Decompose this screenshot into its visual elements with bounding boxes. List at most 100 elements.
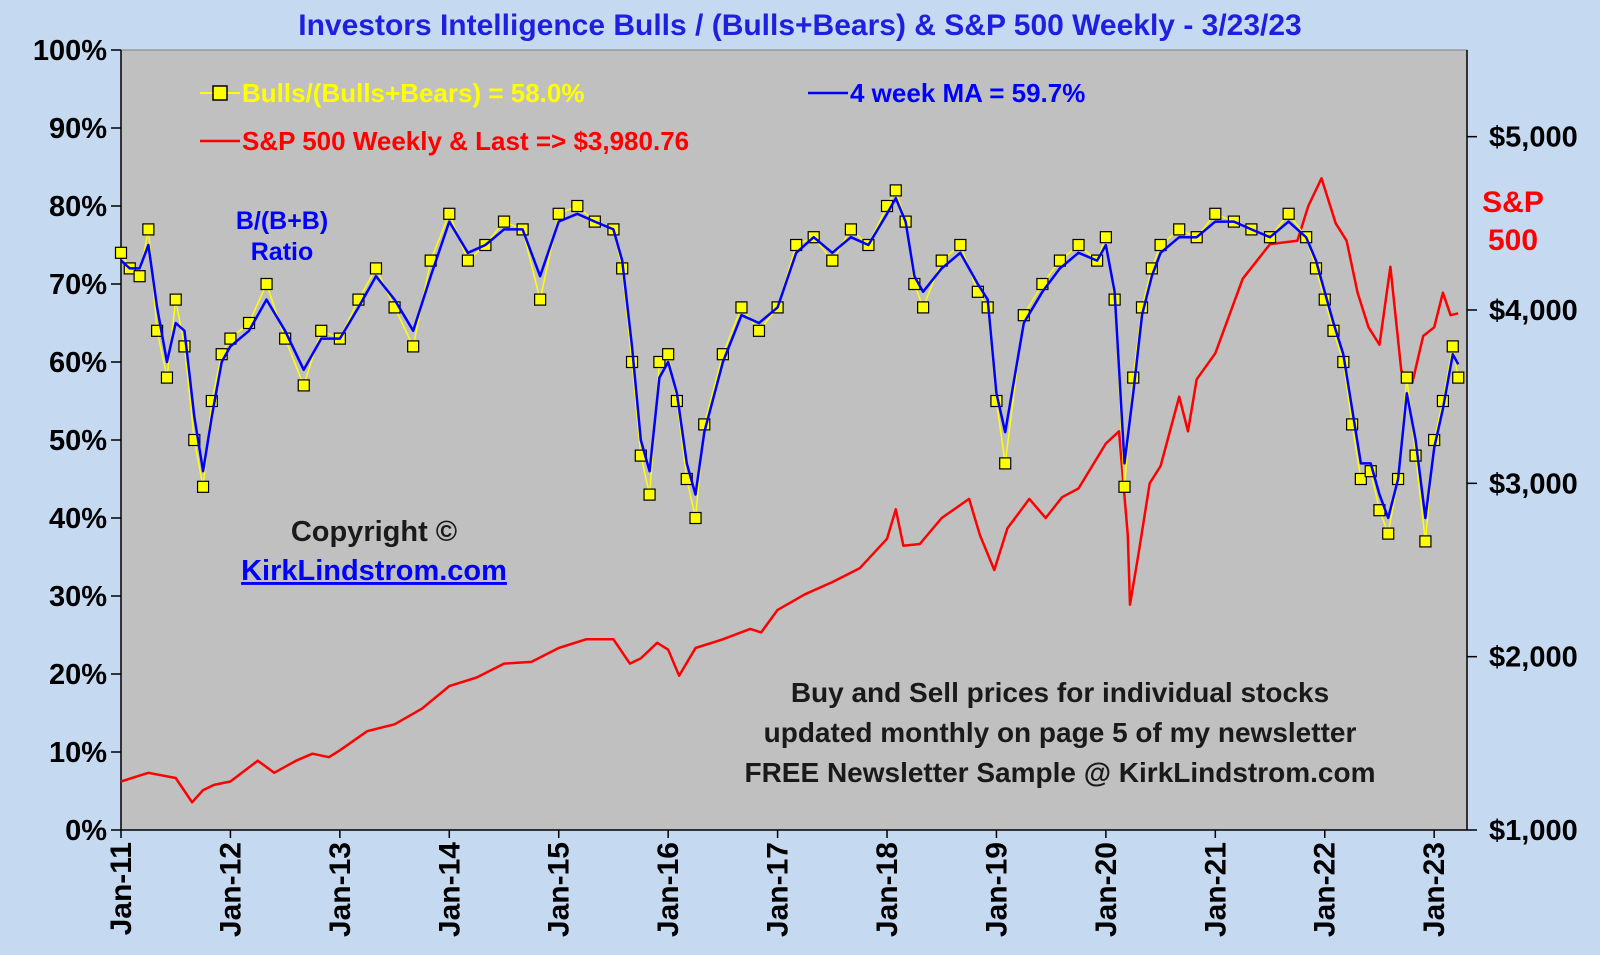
bulls-ratio-point bbox=[369, 262, 383, 275]
bulls-ratio-point bbox=[407, 340, 420, 353]
bulls-ratio-point bbox=[1127, 371, 1140, 384]
ratio-annotation-line1: B/(B+B) bbox=[236, 207, 328, 235]
bulls-ratio-point bbox=[178, 340, 191, 353]
legend-sp500-label: S&P 500 Weekly & Last => $3,980.76 bbox=[242, 126, 689, 156]
bulls-ratio-point bbox=[571, 199, 584, 213]
bulls-ratio-point bbox=[142, 223, 155, 236]
bulls-ratio-point bbox=[1282, 207, 1295, 220]
bulls-ratio-point bbox=[790, 238, 803, 252]
bulls-ratio-point bbox=[260, 277, 273, 291]
bulls-ratio-point bbox=[653, 355, 666, 369]
x-tick-label: Jan-20 bbox=[1090, 842, 1123, 937]
chart-title: Investors Intelligence Bulls / (Bulls+Be… bbox=[298, 9, 1302, 42]
bulls-ratio-point bbox=[169, 293, 182, 306]
bulls-ratio-point bbox=[224, 332, 237, 345]
right-tick-label: $5,000 bbox=[1489, 122, 1578, 154]
bulls-ratio-point bbox=[297, 379, 310, 392]
site-link[interactable]: KirkLindstrom.com bbox=[241, 555, 507, 587]
bulls-ratio-point bbox=[1452, 371, 1465, 384]
x-tick-label: Jan-19 bbox=[980, 842, 1013, 937]
bulls-ratio-point bbox=[1209, 207, 1222, 220]
bulls-ratio-point bbox=[160, 371, 174, 384]
x-tick-label: Jan-11 bbox=[105, 842, 138, 935]
x-tick-label: Jan-13 bbox=[324, 842, 357, 937]
left-tick-label: 40% bbox=[49, 503, 107, 535]
bulls-ratio-point bbox=[1400, 371, 1413, 384]
bulls-ratio-point bbox=[1154, 238, 1167, 252]
left-axis: 0% 10% 20% 30% 40% 50% 60% 70% 80% 90% 100% bbox=[33, 35, 122, 847]
right-tick-label: $1,000 bbox=[1489, 815, 1578, 847]
x-tick-label: Jan-14 bbox=[433, 842, 466, 937]
bulls-ratio-point bbox=[826, 254, 839, 267]
right-axis-label-line1: S&P bbox=[1482, 186, 1544, 219]
left-tick-label: 20% bbox=[49, 659, 107, 691]
bulls-ratio-point bbox=[133, 270, 146, 283]
x-tick-label: Jan-16 bbox=[652, 842, 685, 937]
left-tick-label: 30% bbox=[49, 581, 107, 613]
right-tick-label: $2,000 bbox=[1489, 642, 1578, 674]
left-tick-label: 10% bbox=[49, 737, 107, 769]
left-tick-label: 70% bbox=[49, 269, 107, 301]
left-tick-label: 50% bbox=[49, 425, 107, 457]
bulls-ratio-point bbox=[689, 511, 702, 525]
right-tick-label: $4,000 bbox=[1489, 295, 1578, 327]
bulls-ratio-point bbox=[1446, 340, 1459, 353]
left-tick-label: 0% bbox=[65, 815, 107, 847]
legend-ma-label: 4 week MA = 59.7% bbox=[850, 78, 1085, 108]
bulls-ratio-point bbox=[844, 223, 858, 236]
bulls-ratio-point bbox=[1345, 418, 1359, 431]
bulls-ratio-point bbox=[1099, 231, 1112, 244]
note-line2: updated monthly on page 5 of my newslett… bbox=[764, 717, 1357, 748]
x-tick-label: Jan-22 bbox=[1309, 842, 1342, 937]
bulls-ratio-point bbox=[1053, 254, 1067, 267]
left-tick-label: 80% bbox=[49, 191, 107, 223]
x-tick-label: Jan-15 bbox=[543, 842, 576, 937]
bulls-ratio-point bbox=[935, 254, 948, 267]
bulls-ratio-point bbox=[643, 488, 656, 501]
four-week-ma-line bbox=[120, 196, 1460, 520]
x-tick-label: Jan-23 bbox=[1418, 842, 1451, 937]
plot-area bbox=[120, 49, 1468, 831]
left-tick-label: 100% bbox=[33, 35, 107, 67]
bulls-ratio-point bbox=[662, 348, 675, 361]
bulls-ratio-point bbox=[752, 324, 766, 337]
bulls-ratio-point bbox=[1173, 223, 1186, 236]
bulls-ratio-point bbox=[1354, 472, 1367, 486]
ratio-annotation-line2: Ratio bbox=[251, 238, 314, 266]
bulls-ratio-point bbox=[1072, 238, 1085, 252]
sp500-line bbox=[120, 177, 1459, 804]
bulls-ratio-point bbox=[205, 394, 218, 408]
bulls-ratio-point bbox=[497, 215, 511, 228]
x-tick-label: Jan-18 bbox=[871, 842, 904, 937]
bulls-ratio-point bbox=[917, 301, 930, 314]
bulls-ratio-point bbox=[461, 254, 474, 267]
x-tick-label: Jan-21 bbox=[1199, 842, 1232, 937]
legend-bulls-marker bbox=[212, 85, 228, 101]
legend: Bulls/(Bulls+Bears) = 58.0% 4 week MA = … bbox=[200, 78, 1085, 156]
right-axis: $1,000 $2,000 $3,000 $4,000 $5,000 bbox=[1466, 50, 1578, 847]
bulls-ratio-point bbox=[552, 207, 565, 220]
right-axis-label-line2: 500 bbox=[1488, 224, 1538, 257]
note-line1: Buy and Sell prices for individual stock… bbox=[791, 677, 1329, 708]
right-tick-label: $3,000 bbox=[1489, 468, 1578, 500]
bulls-ratio-point bbox=[188, 433, 201, 447]
note-line3: FREE Newsletter Sample @ KirkLindstrom.c… bbox=[744, 757, 1375, 788]
bulls-ratio-point bbox=[315, 324, 328, 337]
legend-bulls-label: Bulls/(Bulls+Bears) = 58.0% bbox=[242, 78, 584, 108]
bulls-ratio-point bbox=[1118, 480, 1131, 493]
bulls-ratio-point bbox=[889, 184, 902, 197]
left-tick-label: 90% bbox=[49, 113, 107, 145]
bulls-ratio-point bbox=[735, 301, 748, 314]
copyright-text: Copyright © bbox=[291, 516, 457, 548]
bulls-ratio-point bbox=[443, 207, 456, 220]
bulls-ratio-point bbox=[1409, 449, 1422, 462]
bulls-ratio-point bbox=[954, 238, 967, 252]
bulls-ratio-point bbox=[1419, 535, 1432, 548]
bulls-ratio-point bbox=[1382, 527, 1395, 540]
x-axis: Jan-11 Jan-12 Jan-13 Jan-14 Jan-15 Jan-16 Jan-… bbox=[105, 829, 1467, 937]
left-tick-label: 60% bbox=[49, 347, 107, 379]
x-tick-label: Jan-17 bbox=[762, 842, 795, 937]
x-tick-label: Jan-12 bbox=[214, 842, 247, 937]
series-layer bbox=[114, 177, 1465, 804]
bulls-ratio-point bbox=[999, 457, 1012, 470]
